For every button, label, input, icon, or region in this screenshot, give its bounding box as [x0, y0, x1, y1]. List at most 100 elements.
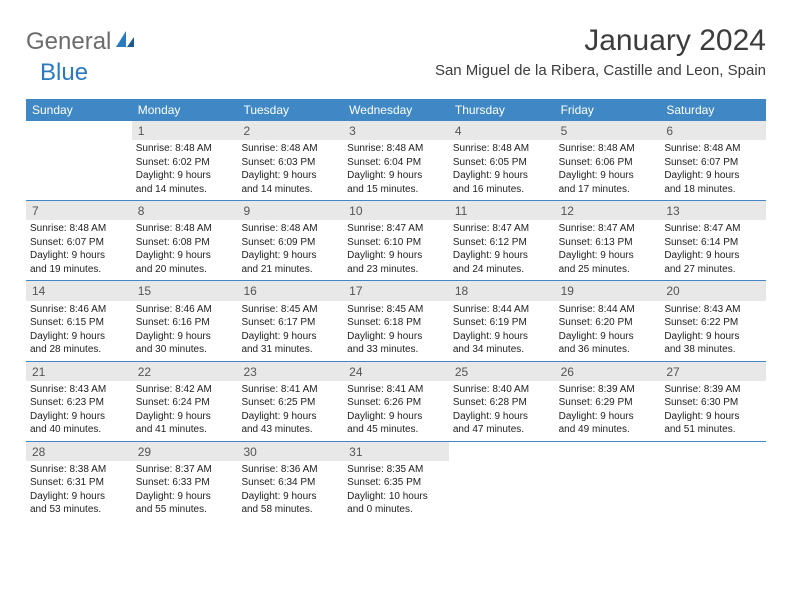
location-subtitle: San Miguel de la Ribera, Castille and Le…	[435, 62, 766, 79]
logo: General	[26, 28, 136, 56]
day-cell: 3Sunrise: 8:48 AMSunset: 6:04 PMDaylight…	[343, 121, 449, 200]
day-body: Sunrise: 8:43 AMSunset: 6:23 PMDaylight:…	[26, 381, 132, 441]
day-header: Saturday	[660, 99, 766, 121]
day-cell: 29Sunrise: 8:37 AMSunset: 6:33 PMDayligh…	[132, 442, 238, 521]
day-sunrise: Sunrise: 8:45 AM	[241, 303, 339, 317]
day-cell: 15Sunrise: 8:46 AMSunset: 6:16 PMDayligh…	[132, 281, 238, 360]
day-body: Sunrise: 8:47 AMSunset: 6:10 PMDaylight:…	[343, 220, 449, 280]
day-body: Sunrise: 8:36 AMSunset: 6:34 PMDaylight:…	[237, 461, 343, 521]
day-number: 9	[237, 201, 343, 220]
day-daylight1: Daylight: 9 hours	[559, 410, 657, 424]
day-daylight1: Daylight: 9 hours	[30, 410, 128, 424]
day-daylight2: and 23 minutes.	[347, 263, 445, 277]
day-number: 21	[26, 362, 132, 381]
day-cell: 18Sunrise: 8:44 AMSunset: 6:19 PMDayligh…	[449, 281, 555, 360]
day-cell: 14Sunrise: 8:46 AMSunset: 6:15 PMDayligh…	[26, 281, 132, 360]
day-body: Sunrise: 8:45 AMSunset: 6:18 PMDaylight:…	[343, 301, 449, 361]
day-number: 20	[660, 281, 766, 300]
day-daylight2: and 28 minutes.	[30, 343, 128, 357]
day-daylight1: Daylight: 9 hours	[30, 490, 128, 504]
day-number: 11	[449, 201, 555, 220]
day-sunset: Sunset: 6:25 PM	[241, 396, 339, 410]
day-number: 13	[660, 201, 766, 220]
day-sunrise: Sunrise: 8:45 AM	[347, 303, 445, 317]
day-daylight2: and 53 minutes.	[30, 503, 128, 517]
day-header: Thursday	[449, 99, 555, 121]
day-sunset: Sunset: 6:17 PM	[241, 316, 339, 330]
day-number: 17	[343, 281, 449, 300]
calendar: Sunday Monday Tuesday Wednesday Thursday…	[26, 99, 766, 521]
week-row: 14Sunrise: 8:46 AMSunset: 6:15 PMDayligh…	[26, 281, 766, 361]
day-body: Sunrise: 8:48 AMSunset: 6:09 PMDaylight:…	[237, 220, 343, 280]
day-number	[449, 442, 555, 461]
day-number: 23	[237, 362, 343, 381]
day-daylight1: Daylight: 9 hours	[136, 249, 234, 263]
day-cell: 16Sunrise: 8:45 AMSunset: 6:17 PMDayligh…	[237, 281, 343, 360]
day-number: 5	[555, 121, 661, 140]
day-number: 10	[343, 201, 449, 220]
day-daylight2: and 34 minutes.	[453, 343, 551, 357]
day-daylight2: and 17 minutes.	[559, 183, 657, 197]
day-header: Friday	[555, 99, 661, 121]
day-sunset: Sunset: 6:19 PM	[453, 316, 551, 330]
day-sunset: Sunset: 6:04 PM	[347, 156, 445, 170]
day-cell: 25Sunrise: 8:40 AMSunset: 6:28 PMDayligh…	[449, 362, 555, 441]
logo-text-blue: Blue	[40, 59, 88, 87]
day-number: 22	[132, 362, 238, 381]
day-cell: 5Sunrise: 8:48 AMSunset: 6:06 PMDaylight…	[555, 121, 661, 200]
day-sunset: Sunset: 6:02 PM	[136, 156, 234, 170]
day-daylight2: and 31 minutes.	[241, 343, 339, 357]
day-sunset: Sunset: 6:10 PM	[347, 236, 445, 250]
day-daylight2: and 45 minutes.	[347, 423, 445, 437]
day-sunset: Sunset: 6:34 PM	[241, 476, 339, 490]
day-daylight1: Daylight: 9 hours	[664, 330, 762, 344]
day-sunset: Sunset: 6:12 PM	[453, 236, 551, 250]
day-sunset: Sunset: 6:31 PM	[30, 476, 128, 490]
day-daylight2: and 20 minutes.	[136, 263, 234, 277]
day-number: 28	[26, 442, 132, 461]
day-body: Sunrise: 8:48 AMSunset: 6:05 PMDaylight:…	[449, 140, 555, 200]
day-header: Tuesday	[237, 99, 343, 121]
day-daylight2: and 25 minutes.	[559, 263, 657, 277]
day-cell: 21Sunrise: 8:43 AMSunset: 6:23 PMDayligh…	[26, 362, 132, 441]
day-daylight2: and 19 minutes.	[30, 263, 128, 277]
day-header: Wednesday	[343, 99, 449, 121]
day-cell	[449, 442, 555, 521]
day-daylight1: Daylight: 9 hours	[136, 330, 234, 344]
day-body: Sunrise: 8:48 AMSunset: 6:07 PMDaylight:…	[26, 220, 132, 280]
day-sunrise: Sunrise: 8:47 AM	[347, 222, 445, 236]
day-daylight1: Daylight: 9 hours	[664, 249, 762, 263]
day-daylight2: and 40 minutes.	[30, 423, 128, 437]
day-daylight2: and 36 minutes.	[559, 343, 657, 357]
day-daylight1: Daylight: 9 hours	[347, 410, 445, 424]
day-body: Sunrise: 8:47 AMSunset: 6:14 PMDaylight:…	[660, 220, 766, 280]
week-row: 28Sunrise: 8:38 AMSunset: 6:31 PMDayligh…	[26, 442, 766, 521]
day-daylight2: and 24 minutes.	[453, 263, 551, 277]
day-sunrise: Sunrise: 8:48 AM	[241, 222, 339, 236]
day-sunrise: Sunrise: 8:41 AM	[241, 383, 339, 397]
day-sunrise: Sunrise: 8:43 AM	[30, 383, 128, 397]
day-cell: 31Sunrise: 8:35 AMSunset: 6:35 PMDayligh…	[343, 442, 449, 521]
day-number: 6	[660, 121, 766, 140]
day-header: Monday	[132, 99, 238, 121]
day-daylight1: Daylight: 9 hours	[559, 169, 657, 183]
day-body: Sunrise: 8:35 AMSunset: 6:35 PMDaylight:…	[343, 461, 449, 521]
day-cell	[26, 121, 132, 200]
day-body: Sunrise: 8:47 AMSunset: 6:13 PMDaylight:…	[555, 220, 661, 280]
day-number: 14	[26, 281, 132, 300]
day-daylight1: Daylight: 9 hours	[347, 249, 445, 263]
day-sunrise: Sunrise: 8:46 AM	[136, 303, 234, 317]
day-sunrise: Sunrise: 8:48 AM	[453, 142, 551, 156]
day-daylight2: and 51 minutes.	[664, 423, 762, 437]
day-sunset: Sunset: 6:05 PM	[453, 156, 551, 170]
day-cell: 19Sunrise: 8:44 AMSunset: 6:20 PMDayligh…	[555, 281, 661, 360]
day-sunrise: Sunrise: 8:48 AM	[347, 142, 445, 156]
day-daylight1: Daylight: 9 hours	[241, 330, 339, 344]
day-daylight1: Daylight: 9 hours	[664, 410, 762, 424]
day-daylight2: and 55 minutes.	[136, 503, 234, 517]
day-body: Sunrise: 8:46 AMSunset: 6:15 PMDaylight:…	[26, 301, 132, 361]
logo-sail-icon	[114, 29, 136, 49]
day-sunrise: Sunrise: 8:46 AM	[30, 303, 128, 317]
day-daylight2: and 21 minutes.	[241, 263, 339, 277]
day-daylight1: Daylight: 9 hours	[453, 169, 551, 183]
